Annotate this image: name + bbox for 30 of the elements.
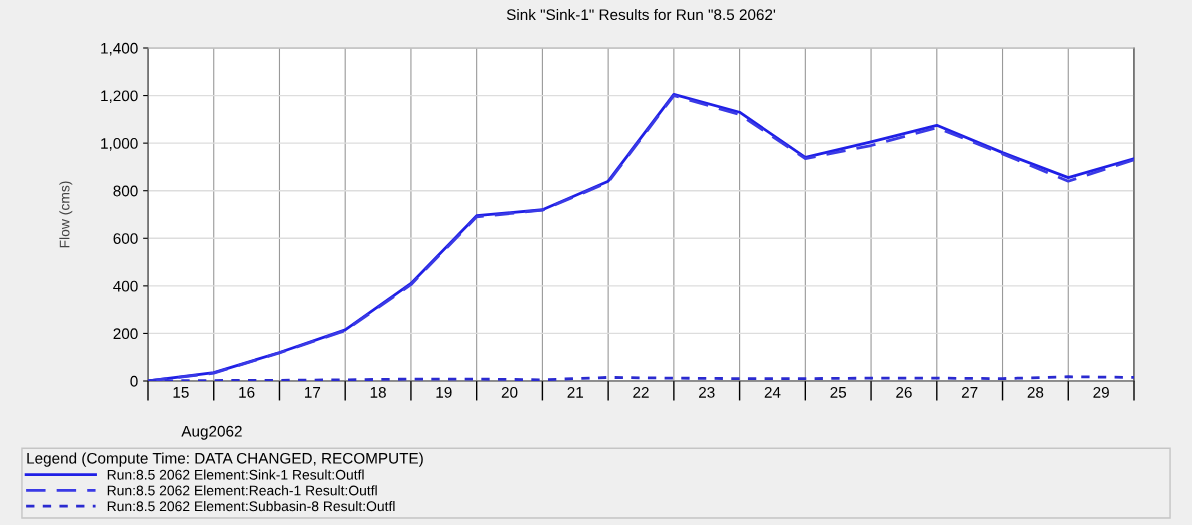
x-tick-label: 25 [830, 386, 847, 398]
x-tick-label: 15 [173, 387, 189, 398]
x-tick-label: 23 [699, 386, 715, 398]
x-tick-label: 17 [305, 387, 321, 398]
legend-title: Legend (Compute Time: DATA CHANGED, RECOMPUTE) [27, 452, 423, 467]
x-tick-label: 28 [1027, 386, 1044, 398]
y-axis-title: Flow (cms) [59, 181, 73, 248]
y-tick-label: 600 [113, 233, 138, 244]
x-tick-label: 22 [633, 386, 649, 398]
x-tick-label: 16 [239, 386, 255, 398]
text: Aug2062 [181, 425, 242, 440]
x-tick-label: 19 [436, 386, 452, 398]
x-tick-label: 27 [961, 386, 978, 398]
legend-label: Run:8.5 2062 Element:Reach-1 Result:Outfl [107, 485, 377, 496]
y-tick-label: 1,000 [101, 138, 138, 151]
y-tick-label: 800 [113, 185, 138, 197]
legend-label: Run:8.5 2062 Element:Subbasin-8 Result:Outfl [107, 500, 395, 512]
y-tick-label: 400 [113, 280, 138, 292]
y-tick-label: 200 [113, 328, 138, 340]
x-tick-label: 21 [567, 386, 584, 398]
x-tick-label: 29 [1093, 386, 1109, 398]
x-tick-label: 20 [501, 386, 518, 398]
legend-label: Run:8.5 2062 Element:Sink-1 Result:Outfl [107, 469, 364, 480]
y-tick-label: 1,200 [101, 90, 138, 104]
y-tick-label: 0 [130, 375, 138, 387]
y-tick-label: 1,400 [101, 42, 138, 56]
x-tick-label: 24 [764, 386, 781, 398]
x-tick-label: 18 [370, 386, 386, 398]
chart-title: Sink "Sink-1" Results for Run "8.5 2062' [506, 8, 776, 21]
x-tick-label: 26 [896, 386, 912, 398]
